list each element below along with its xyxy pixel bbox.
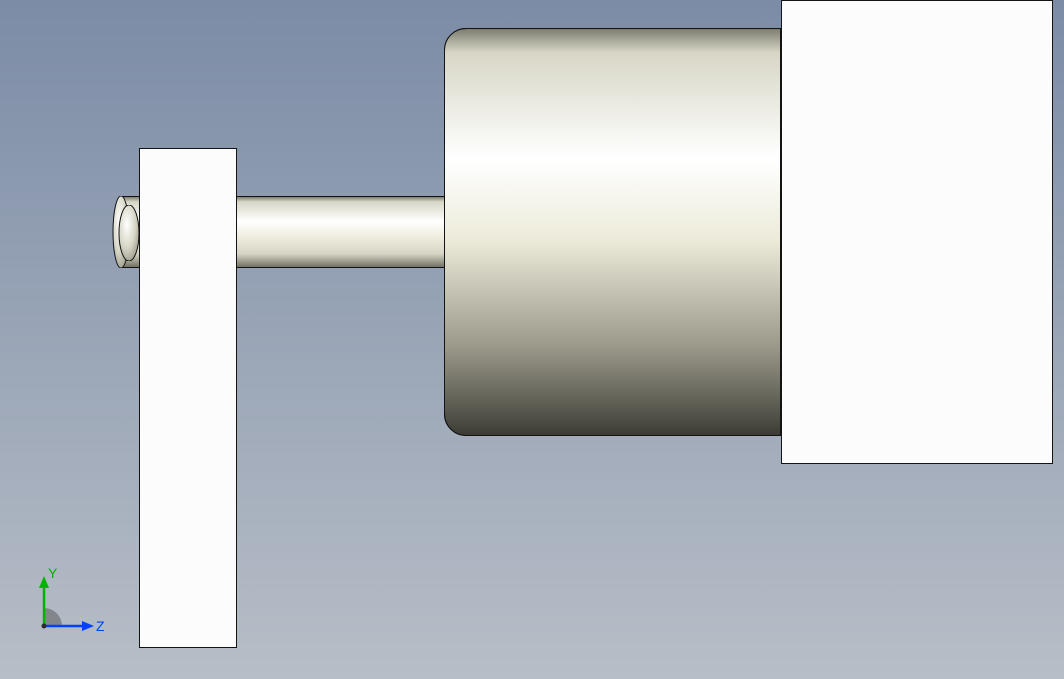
axis-z-label: Z [96, 618, 105, 634]
model-large-cylinder [444, 28, 781, 436]
axis-y-label: Y [48, 565, 58, 581]
model-left-block [139, 148, 237, 648]
cad-viewport[interactable]: Y Z [0, 0, 1064, 679]
orientation-triad[interactable]: Y Z [24, 556, 114, 646]
model-right-block [781, 0, 1053, 464]
model-shaft [237, 196, 444, 268]
